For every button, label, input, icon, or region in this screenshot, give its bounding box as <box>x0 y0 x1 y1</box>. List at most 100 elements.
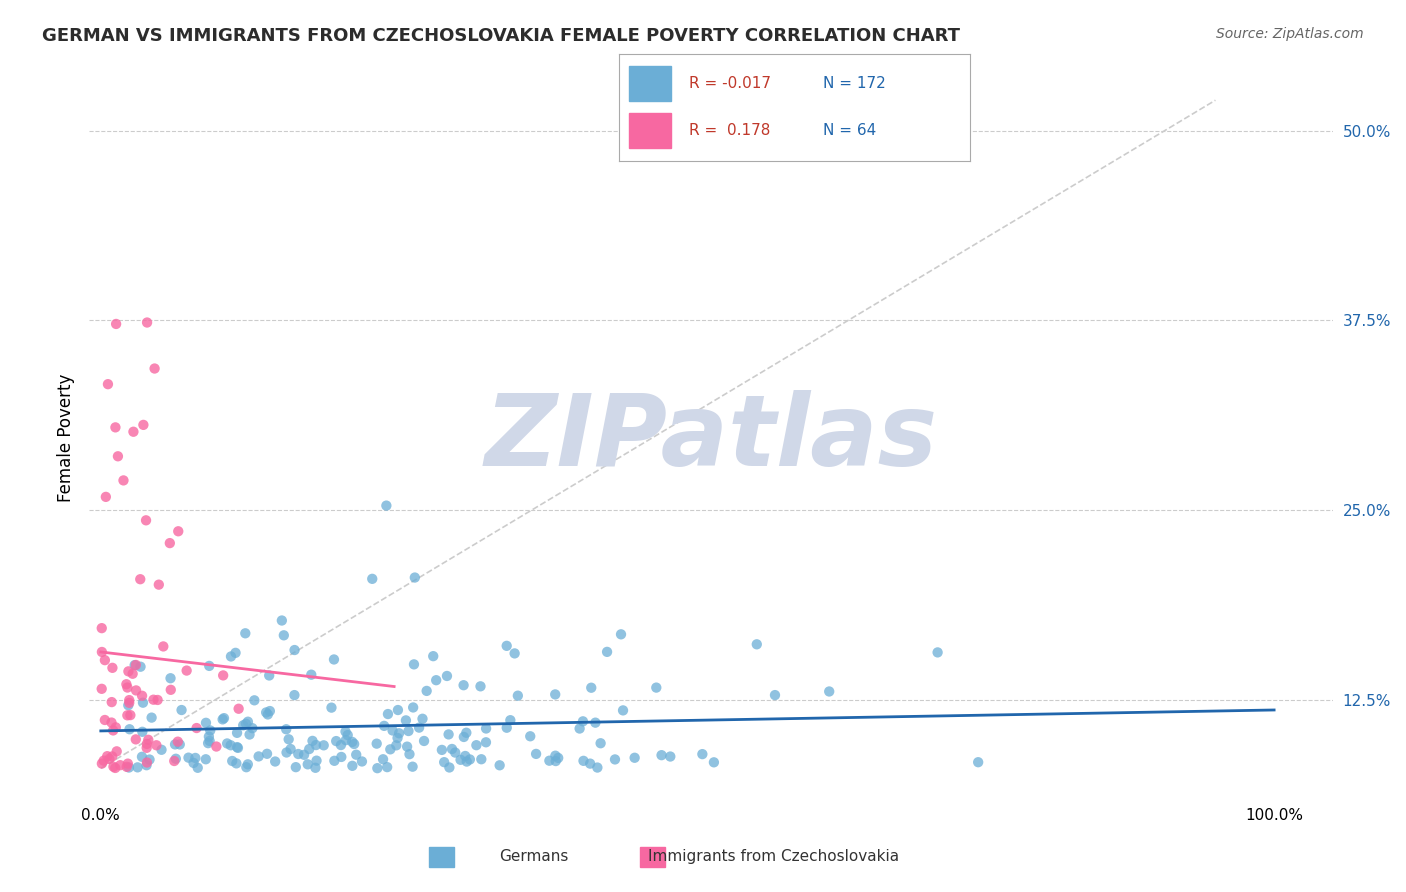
Germans <box>437 727 460 741</box>
Germans <box>197 736 219 750</box>
Germans <box>238 727 260 741</box>
Immigrants from Czechoslovakia <box>136 316 159 330</box>
Text: N = 172: N = 172 <box>823 76 886 91</box>
Germans <box>703 756 725 770</box>
Germans <box>304 761 326 775</box>
Immigrants from Czechoslovakia <box>118 693 141 707</box>
Immigrants from Czechoslovakia <box>96 749 118 764</box>
Immigrants from Czechoslovakia <box>101 749 124 764</box>
Germans <box>745 637 768 651</box>
Immigrants from Czechoslovakia <box>212 668 235 682</box>
Immigrants from Czechoslovakia <box>105 744 128 758</box>
Germans <box>242 721 264 735</box>
Germans <box>297 757 319 772</box>
Immigrants from Czechoslovakia <box>120 708 142 723</box>
Germans <box>194 752 217 766</box>
Germans <box>413 734 436 748</box>
Germans <box>404 570 426 584</box>
Germans <box>402 657 425 672</box>
Germans <box>396 739 419 754</box>
Germans <box>198 734 221 748</box>
Germans <box>342 759 364 773</box>
Germans <box>219 649 242 664</box>
Germans <box>623 751 645 765</box>
Text: Germans: Germans <box>499 849 569 863</box>
Immigrants from Czechoslovakia <box>118 696 141 710</box>
Germans <box>212 711 235 725</box>
Germans <box>927 645 949 659</box>
Germans <box>583 715 606 730</box>
Germans <box>336 728 359 742</box>
Germans <box>211 712 233 726</box>
Immigrants from Czechoslovakia <box>104 761 127 775</box>
Germans <box>572 754 595 768</box>
Germans <box>257 668 280 682</box>
Germans <box>273 628 295 642</box>
Germans <box>256 707 278 722</box>
Germans <box>270 614 292 628</box>
Germans <box>298 742 321 756</box>
Germans <box>366 737 388 751</box>
Germans <box>506 689 529 703</box>
Germans <box>177 750 200 764</box>
Germans <box>169 738 191 752</box>
Immigrants from Czechoslovakia <box>166 734 188 748</box>
Germans <box>329 738 352 752</box>
Germans <box>503 647 526 661</box>
Germans <box>387 731 409 745</box>
Germans <box>277 732 299 747</box>
Germans <box>184 751 207 765</box>
Germans <box>117 698 139 713</box>
Germans <box>226 726 249 740</box>
Germans <box>283 643 305 657</box>
Immigrants from Czechoslovakia <box>125 683 148 698</box>
Germans <box>299 667 322 681</box>
Germans <box>236 757 259 772</box>
Text: GERMAN VS IMMIGRANTS FROM CZECHOSLOVAKIA FEMALE POVERTY CORRELATION CHART: GERMAN VS IMMIGRANTS FROM CZECHOSLOVAKIA… <box>42 27 960 45</box>
Text: R =  0.178: R = 0.178 <box>689 123 770 138</box>
Germans <box>475 722 498 736</box>
Germans <box>967 755 990 769</box>
Immigrants from Czechoslovakia <box>101 661 124 675</box>
Germans <box>150 743 173 757</box>
Immigrants from Czechoslovakia <box>136 756 159 770</box>
Immigrants from Czechoslovakia <box>104 720 127 734</box>
Germans <box>276 746 298 760</box>
Immigrants from Czechoslovakia <box>94 490 117 504</box>
Text: ZIPatlas: ZIPatlas <box>484 390 938 487</box>
Germans <box>475 735 498 749</box>
Immigrants from Czechoslovakia <box>159 682 181 697</box>
Germans <box>547 751 569 765</box>
Germans <box>544 748 567 763</box>
Immigrants from Czechoslovakia <box>90 621 112 635</box>
Immigrants from Czechoslovakia <box>107 450 129 464</box>
Germans <box>301 734 323 748</box>
Germans <box>538 754 561 768</box>
Germans <box>325 734 347 748</box>
Immigrants from Czechoslovakia <box>125 657 148 672</box>
Immigrants from Czechoslovakia <box>143 361 166 376</box>
Germans <box>344 747 367 762</box>
Immigrants from Czechoslovakia <box>205 739 228 754</box>
Germans <box>440 742 463 756</box>
Immigrants from Czechoslovakia <box>131 689 153 703</box>
Germans <box>287 747 309 761</box>
Germans <box>361 572 384 586</box>
Germans <box>305 754 328 768</box>
Germans <box>138 753 160 767</box>
Germans <box>221 754 243 768</box>
Immigrants from Czechoslovakia <box>110 758 132 772</box>
Immigrants from Czechoslovakia <box>103 760 125 774</box>
Germans <box>159 671 181 685</box>
Germans <box>276 723 298 737</box>
Immigrants from Czechoslovakia <box>135 513 157 527</box>
Germans <box>305 738 328 752</box>
Germans <box>377 706 399 721</box>
Text: Source: ZipAtlas.com: Source: ZipAtlas.com <box>1216 27 1364 41</box>
Germans <box>444 746 467 760</box>
Immigrants from Czechoslovakia <box>135 740 157 755</box>
Germans <box>433 755 456 769</box>
Immigrants from Czechoslovakia <box>176 664 198 678</box>
Immigrants from Czechoslovakia <box>115 760 138 774</box>
Germans <box>544 754 567 768</box>
